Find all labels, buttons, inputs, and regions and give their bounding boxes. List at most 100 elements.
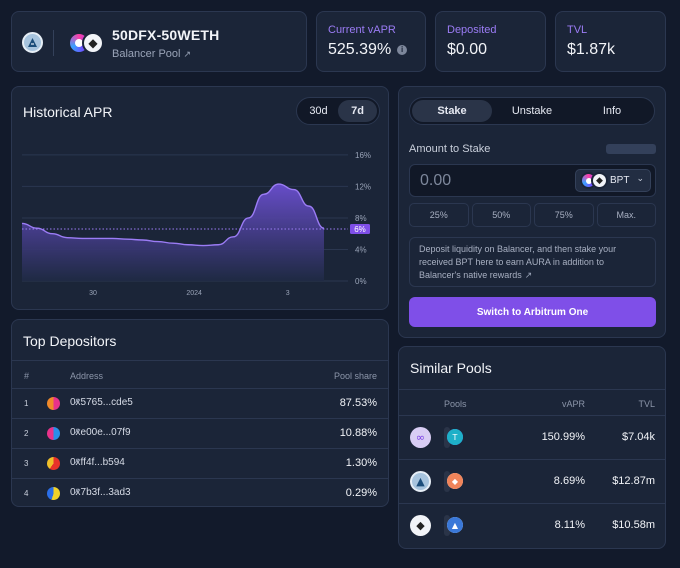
stake-info-note: Deposit liquidity on Balancer, and then …: [409, 237, 656, 287]
row-index: 3: [24, 459, 29, 468]
tab-unstake[interactable]: Unstake: [511, 105, 553, 117]
stat-value: 525.39% i: [328, 41, 408, 59]
x-axis-ticks: 30 2024 3: [89, 290, 290, 297]
external-link-icon[interactable]: ↗: [524, 271, 533, 281]
arbitrum-icon: [22, 32, 43, 53]
percent-75-button[interactable]: 75%: [534, 203, 594, 227]
pool-share: 10.88%: [339, 427, 377, 439]
current-apr-badge-bg: [350, 223, 370, 234]
x-tick-label: 2024: [186, 290, 202, 297]
stake-card: Stake Unstake Info Amount to Stake 0.00 …: [398, 86, 666, 338]
table-row: 2 0xe00e...07f9 ↗ 10.88%: [12, 418, 388, 448]
tether-token-icon: T: [447, 429, 463, 445]
row-index: 4: [24, 489, 29, 498]
similar-pools-title: Similar Pools: [410, 360, 492, 376]
y-tick-label: 12%: [355, 182, 371, 191]
percent-buttons: 25% 50% 75% Max.: [409, 203, 656, 227]
stat-value: $0.00: [447, 41, 488, 58]
range-30d-button[interactable]: 30d: [309, 105, 328, 117]
ethereum-icon: ◆: [410, 515, 431, 536]
switch-network-button[interactable]: Switch to Arbitrum One: [409, 297, 656, 327]
rpl-token-icon: ◆: [447, 473, 463, 489]
pool-tokens: ◆ ▲: [444, 515, 463, 536]
external-link-icon: ↗: [73, 427, 81, 437]
y-tick-label: 8%: [355, 214, 367, 223]
row-index: 1: [24, 399, 29, 408]
tab-info[interactable]: Info: [602, 105, 622, 117]
divider: [53, 30, 54, 56]
apr-chart: 16% 12% 8% 4% 0% 30 2024 3 6%: [21, 151, 371, 297]
table-row: 3 0xff4f...b594 ↗ 1.30%: [12, 448, 388, 478]
header-pools: Pools: [444, 399, 467, 409]
external-link-icon: ↗: [73, 457, 81, 467]
x-tick-label: 3: [286, 290, 290, 297]
historical-apr-title: Historical APR: [23, 104, 113, 120]
arbitrum-icon: ▲: [410, 471, 431, 492]
polygon-icon: ∞: [410, 427, 431, 448]
avatar: [47, 487, 60, 500]
balance-placeholder: [606, 144, 656, 154]
amount-value: 0.00: [420, 172, 452, 189]
similar-pools-card: Similar Pools Pools vAPR TVL ∞ $ T 150.9…: [398, 346, 666, 549]
x-tick-label: 30: [89, 290, 97, 297]
pool-tvl: $10.58m: [612, 519, 655, 531]
pool-vapr: 150.99%: [541, 431, 585, 443]
top-depositors-card: Top Depositors # Address Pool share 1 0x…: [11, 319, 389, 507]
pool-tvl: $12.87m: [612, 475, 655, 487]
y-axis-ticks: 16% 12% 8% 4% 0%: [355, 151, 371, 286]
apr-area: [22, 184, 324, 281]
similar-pool-row[interactable]: ∞ $ T 150.99% $7.04k: [399, 415, 665, 459]
pool-name: 50DFX-50WETH: [112, 27, 220, 43]
steth-token-icon: ▲: [447, 517, 463, 533]
stat-label: TVL: [567, 24, 588, 36]
balancer-pool-link[interactable]: Balancer Pool ↗: [112, 48, 192, 60]
stake-tabs: Stake Unstake Info: [409, 97, 655, 125]
apr-line: [21, 183, 325, 247]
pool-share: 0.29%: [345, 487, 377, 499]
amount-input[interactable]: 0.00 ◆ BPT ⌄: [409, 164, 656, 197]
header-tvl: TVL: [638, 399, 655, 409]
stat-tvl: TVL $1.87k: [555, 11, 666, 72]
header-address: Address: [70, 371, 104, 381]
amount-label: Amount to Stake: [409, 143, 491, 155]
avatar: [47, 397, 60, 410]
pool-vapr: 8.69%: [553, 475, 585, 487]
stat-current-vapr: Current vAPR 525.39% i: [316, 11, 426, 72]
weth-token-icon: ◆: [591, 172, 608, 189]
table-row: 1 0x5765...cde5 ↗ 87.53%: [12, 388, 388, 418]
current-apr-badge: 6%: [350, 223, 370, 234]
external-link-icon: ↗: [183, 50, 192, 60]
pool-share: 1.30%: [345, 457, 377, 469]
range-toggle: 30d 7d: [296, 97, 380, 125]
stat-label: Deposited: [447, 24, 497, 36]
percent-25-button[interactable]: 25%: [409, 203, 469, 227]
y-tick-label: 0%: [355, 277, 367, 286]
similar-pool-row[interactable]: ▲ ◆ ◆ 8.69% $12.87m: [399, 459, 665, 503]
external-link-icon: ↗: [73, 397, 81, 407]
percent-50-button[interactable]: 50%: [471, 203, 531, 227]
info-icon[interactable]: i: [397, 45, 408, 55]
pool-header-card: ◆ 50DFX-50WETH Balancer Pool ↗: [11, 11, 307, 72]
token-symbol: BPT: [610, 175, 630, 186]
token-select[interactable]: ◆ BPT ⌄: [575, 169, 651, 192]
table-row: 4 0x7b3f...3ad3 ↗ 0.29%: [12, 478, 388, 508]
tab-stake[interactable]: Stake: [412, 100, 492, 122]
historical-apr-card: Historical APR 30d 7d 16% 12% 8% 4% 0% 30 202…: [11, 86, 389, 310]
avatar: [47, 427, 60, 440]
stake-info-text: Deposit liquidity on Balancer, and then …: [419, 244, 617, 280]
similar-pool-row[interactable]: ◆ ◆ ▲ 8.11% $10.58m: [399, 503, 665, 547]
percent-max-button[interactable]: Max.: [596, 203, 656, 227]
external-link-icon: ↗: [73, 487, 81, 497]
weth-token-icon: ◆: [82, 32, 104, 54]
current-apr-badge-label: 6%: [354, 225, 366, 234]
chevron-down-icon: ⌄: [636, 174, 644, 184]
bpt-token-pair: ◆: [580, 172, 610, 190]
header-index: #: [24, 371, 30, 381]
top-depositors-title: Top Depositors: [23, 333, 117, 349]
stat-value: $1.87k: [567, 41, 616, 58]
range-7d-button[interactable]: 7d: [338, 100, 377, 122]
pool-tokens: $ T: [444, 427, 463, 448]
pool-share: 87.53%: [339, 397, 377, 409]
pool-vapr: 8.11%: [554, 519, 585, 531]
pool-token-pair: ◆: [68, 32, 104, 54]
